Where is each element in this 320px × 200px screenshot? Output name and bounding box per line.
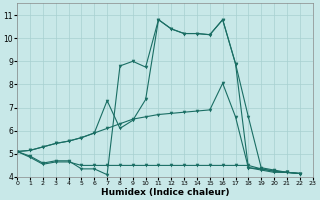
X-axis label: Humidex (Indice chaleur): Humidex (Indice chaleur) bbox=[101, 188, 229, 197]
